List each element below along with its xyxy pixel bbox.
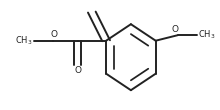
- Text: O: O: [172, 25, 179, 34]
- Text: O: O: [51, 30, 58, 39]
- Text: O: O: [74, 66, 81, 75]
- Text: CH$_3$: CH$_3$: [198, 29, 215, 41]
- Text: CH$_3$: CH$_3$: [15, 34, 32, 47]
